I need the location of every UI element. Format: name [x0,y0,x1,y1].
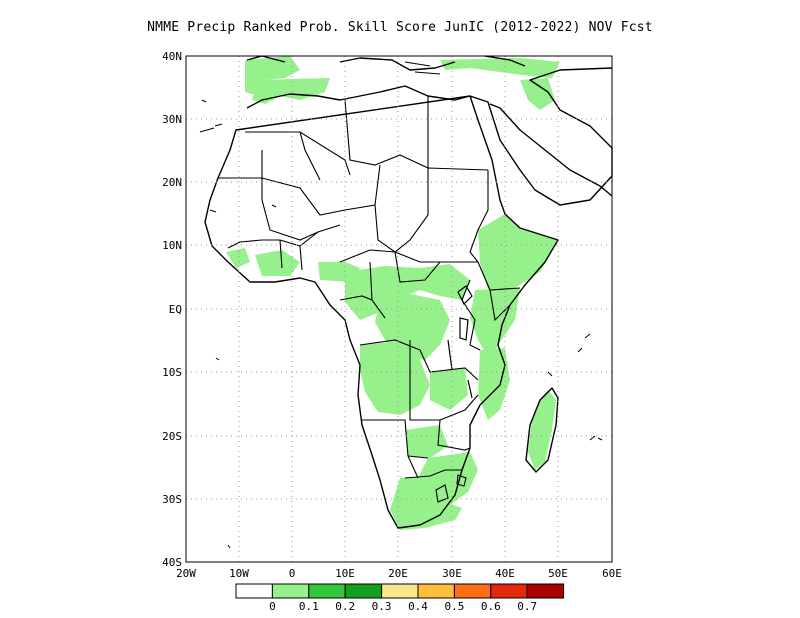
skill-shading [226,56,560,530]
border-central [339,249,478,319]
skill-region-med [440,58,560,78]
country-borders [218,96,521,503]
colorbar-label: 0.1 [299,600,319,613]
skill-region-mozambique-north [478,348,510,420]
colorbar-swatch [417,583,455,599]
africa-coastline [204,67,613,529]
lon-label: 0 [289,567,296,580]
lon-axis: 20W 10W 0 10E 20E 30E 40E 50E 60E [176,567,622,580]
colorbar-swatch [490,583,528,599]
lat-label: 20N [162,176,182,189]
skill-region-southafrica [390,476,462,530]
border-sahel [218,164,489,253]
colorbar: 0 0.1 0.2 0.3 0.4 0.5 0.6 0.7 [235,583,565,613]
colorbar-label: 0.3 [372,600,392,613]
lon-label: 60E [602,567,622,580]
lat-label: EQ [169,303,182,316]
skill-region-levant [520,78,555,110]
skill-region-angola [360,340,430,415]
skill-region-westafrica-1 [226,248,250,268]
lat-label: 40N [162,50,182,63]
lat-label: 40S [162,556,182,569]
arabia-coastline [489,103,613,197]
lakes [447,285,473,399]
colorbar-swatch [526,583,565,599]
lon-label: 10W [229,567,249,580]
colorbar-label: 0 [269,600,276,613]
colorbar-label: 0.4 [408,600,428,613]
border-south-central [359,339,479,479]
colorbar-label: 0.2 [335,600,355,613]
lon-label: 10E [335,567,355,580]
border-east [461,170,521,351]
lon-label: 40E [495,567,515,580]
colorbar-swatch [344,583,383,599]
colorbar-swatch [235,583,273,599]
map-frame [185,55,613,563]
colorbar-swatch [453,583,492,599]
skill-region-eastafrica [470,288,520,360]
lat-label: 30N [162,113,182,126]
lon-label: 30E [442,567,462,580]
madagascar-coastline [525,387,559,473]
skill-region-zambia [430,368,468,410]
colorbar-label: 0.6 [481,600,501,613]
colorbar-swatch [381,583,419,599]
colorbar-swatch [308,583,346,599]
colorbar-swatch [271,583,310,599]
border-maghreb [245,96,429,200]
lon-label: 50E [548,567,568,580]
border-south [404,469,467,503]
lon-label: 20E [388,567,408,580]
lat-label: 20S [162,430,182,443]
skill-region-kalahari [405,425,448,458]
lat-label: 30S [162,493,182,506]
lat-label: 10S [162,366,182,379]
skill-region-madagascar [528,390,556,470]
colorbar-label: 0.5 [444,600,464,613]
lon-label: 20W [176,567,196,580]
map-title: NMME Precip Ranked Prob. Skill Score Jun… [147,20,653,35]
border-westafrica [227,231,319,271]
gridlines [186,56,612,562]
islands [199,61,603,549]
skill-region-westafrica-2 [255,250,300,276]
lat-label: 10N [162,239,182,252]
lat-axis: 40N 30N 20N 10N EQ 10S 20S 30S 40S [162,50,182,569]
colorbar-label: 0.7 [517,600,537,613]
